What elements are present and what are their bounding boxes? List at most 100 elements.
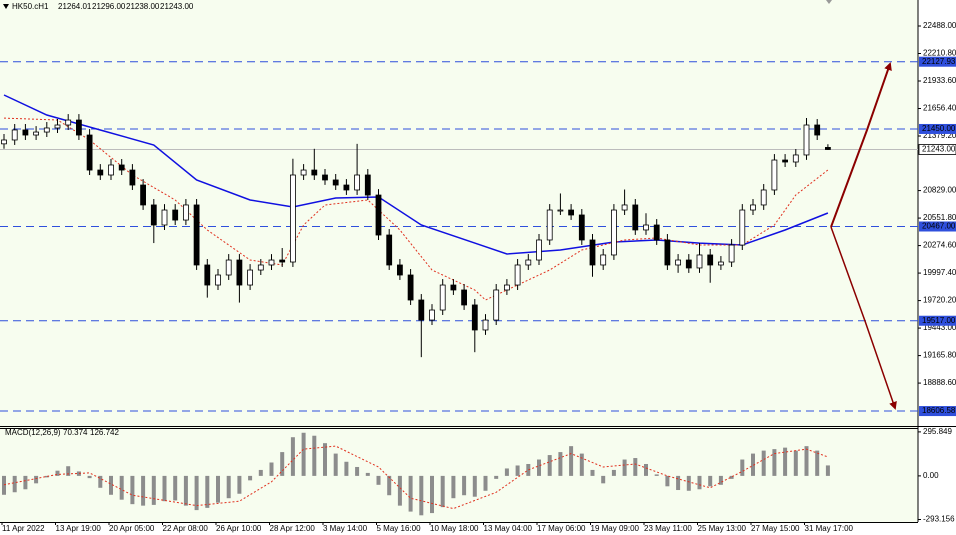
x-tick-label: 17 May 06:00 [537,524,586,533]
macd-bar [772,449,777,476]
x-tick-label: 10 May 18:00 [430,524,479,533]
candle-body [332,179,339,186]
level-label-box [919,123,956,134]
candle-body [429,309,435,321]
level-label-box [919,221,956,232]
candle-body [568,209,574,216]
macd-bar [87,475,92,479]
level-label: 19517.00 [922,316,956,325]
macd-bar [216,475,220,503]
candle-body [86,134,93,171]
macd-bar [718,475,723,485]
macd-bar [151,475,156,505]
candle-body [643,224,649,231]
candle-body [97,169,104,176]
candle-body [140,184,147,206]
last-bar-value: 21243.00 [160,2,194,11]
x-tick-label: 20 Apr 05:00 [109,524,155,533]
candle-body [279,259,286,263]
candle-body [782,159,788,163]
macd-bar [269,462,274,476]
candle-body [33,131,39,136]
macd-bar [611,469,616,476]
macd-bar [34,475,39,484]
shift-marker [826,0,832,4]
macd-bar [419,475,424,516]
symbol-label: HK50.cH1 [12,2,49,11]
y-tick-label: 20551.80 [923,213,956,222]
candle-body [439,284,446,311]
macd-bar [504,468,509,476]
y-tick-label: 21656.40 [923,104,956,113]
macd-bar [451,475,456,499]
candle-body [172,209,179,221]
macd-bar [430,475,434,514]
candle-body [514,264,521,286]
macd-bar [387,475,392,496]
menu-triangle[interactable] [3,4,9,9]
candle-body [653,224,660,241]
macd-bar [654,474,659,476]
macd-y-tick-label: 0.00 [923,471,939,480]
macd-bar [579,453,584,476]
macd-bar [55,470,60,476]
y-tick-label: 20274.60 [923,241,956,250]
current-price-label: 21243.00 [922,145,956,154]
macd-bar [44,475,49,478]
candle-body [322,174,328,181]
macd-bar [12,475,17,493]
candle-body [354,174,361,191]
macd-bar [440,475,445,508]
macd-bar [515,465,520,476]
macd-bar [537,459,541,476]
x-tick-label: 11 Apr 2022 [2,524,45,533]
macd-bar [194,475,199,511]
x-tick-label: 27 May 15:00 [751,524,800,533]
candle-body [268,259,275,266]
candle-body [814,124,821,136]
macd-bar [323,443,327,476]
macd-bar [226,475,231,499]
macd-bar [301,432,306,476]
last-bar-value: 21264.01 [58,2,92,11]
macd-bar [130,475,135,505]
macd-bar [376,475,381,485]
x-tick-label: 13 May 04:00 [484,524,533,533]
y-tick-label: 22488.00 [923,21,956,30]
macd-bar [622,459,627,476]
candle-body [471,304,478,331]
macd-y-tick-label: -293.156 [923,515,955,524]
macd-bar [804,446,809,476]
last-bar-value: 21238.00 [126,2,160,11]
macd-bar [526,463,531,476]
macd-value: 70.374 [63,428,88,437]
macd-bar [665,475,670,487]
macd-bar [729,475,734,479]
level-label-box [919,315,956,326]
x-tick-label: 25 May 13:00 [698,524,747,533]
time-axis-area [0,522,956,535]
candle-body [108,164,114,176]
y-tick-label: 19720.20 [923,296,956,305]
macd-bar [708,475,713,487]
macd-bar [676,475,681,491]
macd-bar [494,475,499,479]
candle-body [718,261,724,266]
candle-body [386,234,393,266]
macd-bar [793,450,798,476]
candle-body [493,289,500,321]
macd-bar [408,475,413,512]
candle-body [65,119,72,126]
macd-bar [248,475,253,481]
macd-bar [472,475,477,497]
macd-bar [23,475,28,490]
moving-average [3,117,829,301]
candle-body [364,174,371,196]
candle-body [825,147,831,150]
macd-bar [761,450,766,476]
level-label: 20467.00 [922,222,956,231]
y-tick-label: 22210.80 [923,49,956,58]
y-tick-label: 19997.40 [923,268,956,277]
